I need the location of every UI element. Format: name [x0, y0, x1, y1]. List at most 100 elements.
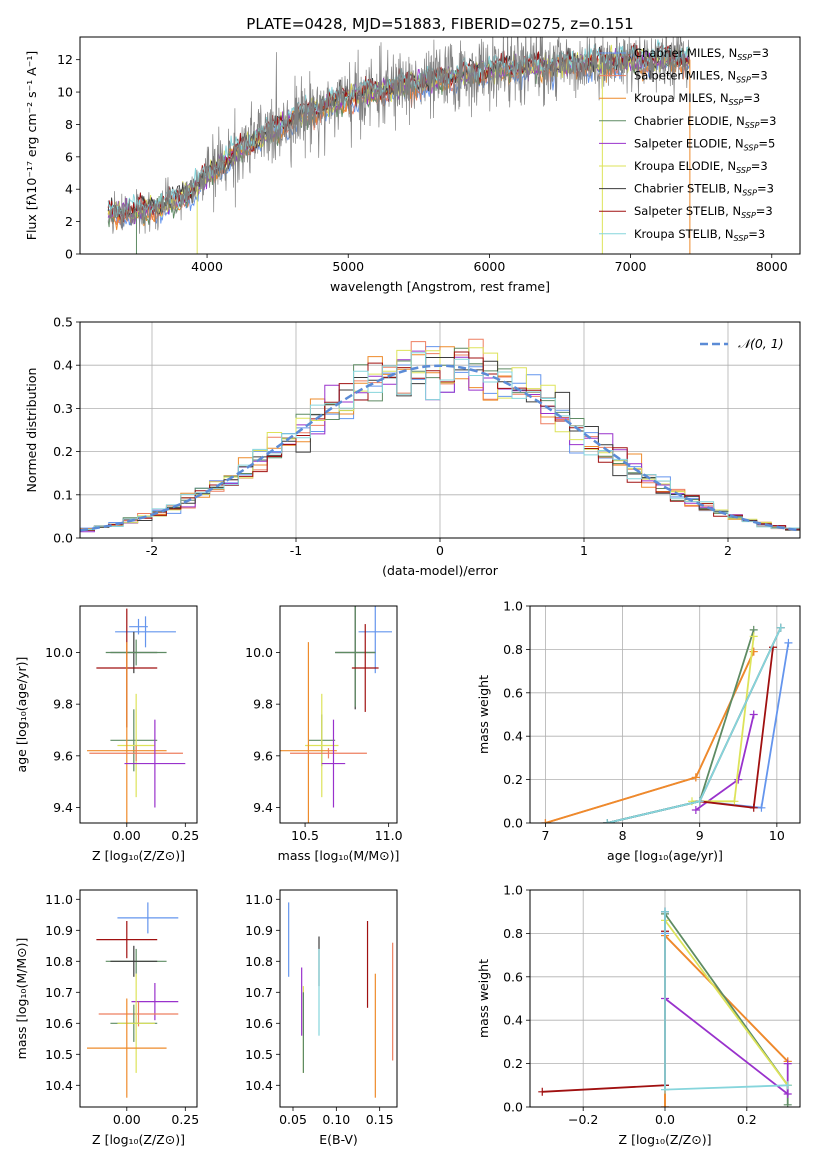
weight-marker [783, 1089, 792, 1098]
legend-label: 𝒩(0, 1) [738, 336, 784, 351]
y-tick-label: 11.0 [45, 892, 73, 907]
x-axis-label: mass [log₁₀(M/M⊙)] [278, 848, 400, 863]
residual-panel: -2 -1 0 1 2 0.0 0.1 0.2 0.3 0.4 0.5 (data-model)/er… [24, 315, 801, 578]
normal-curve [80, 364, 800, 532]
axes-frame [279, 889, 398, 1108]
y-tick-label: 10.7 [245, 985, 273, 1000]
y-tick-label: 0.2 [503, 1056, 523, 1071]
x-tick-label: -1 [290, 543, 302, 558]
y-axis-label: Flux [fλ10⁻¹⁷ erg cm⁻² s⁻¹ A⁻¹] [24, 51, 39, 240]
legend-subscript: SSP [745, 121, 760, 130]
residual-panel-plot [80, 338, 800, 533]
x-tick-label: 0.05 [279, 1112, 307, 1127]
observed-spectrum-line [107, 37, 691, 234]
weight-marker [541, 819, 550, 823]
x-tick-label: 10.5 [291, 828, 319, 843]
x-tick-label: 9 [696, 828, 704, 843]
weight-marker [784, 638, 793, 647]
legend-text: =3 [760, 114, 777, 128]
x-tick-label: 0.25 [171, 828, 199, 843]
y-tick-label: 10.0 [245, 645, 273, 660]
weight-series-line [542, 931, 666, 1093]
weight-marker [691, 805, 700, 814]
axes-frame [79, 36, 801, 255]
x-tick-label: 6000 [474, 259, 506, 274]
legend-label: Kroupa ELODIE, NSSP=3 [634, 159, 768, 175]
spectrum-panel: 4000 5000 6000 7000 8000 0 2 4 6 8 10 12 wavelength … [24, 36, 801, 294]
y-tick-label: 0.2 [503, 772, 523, 787]
y-axis-label: mass weight [476, 675, 491, 754]
legend-label: Chabrier STELIB, NSSP=3 [634, 182, 774, 198]
axes-frame [279, 605, 398, 824]
legend-text: =3 [751, 69, 768, 83]
weight-series-line [606, 629, 755, 823]
x-tick-label: 10 [769, 828, 785, 843]
weight-marker [730, 797, 739, 806]
y-tick-label: 4 [65, 182, 73, 197]
y-tick-label: 10.0 [45, 645, 73, 660]
x-tick-label: 7000 [615, 259, 647, 274]
weight-series-line [695, 714, 755, 811]
x-axis-label: Z [log₁₀(Z/Z⊙)] [92, 848, 185, 863]
legend-subscript: SSP [744, 143, 759, 152]
y-tick-label: 0.8 [503, 926, 523, 941]
legend-subscript: SSP [729, 98, 744, 107]
legend-label: Salpeter MILES, NSSP=3 [634, 69, 768, 85]
legend-label: Kroupa MILES, NSSP=3 [634, 91, 760, 107]
spectrum-panel-plot [107, 37, 691, 254]
y-tick-label: 0.0 [503, 1100, 523, 1115]
weight-marker [783, 1100, 792, 1107]
legend-label: Chabrier ELODIE, NSSP=3 [634, 114, 776, 130]
weight-marker [734, 775, 743, 784]
histogram-step [80, 352, 800, 531]
y-tick-label: 1.0 [503, 883, 523, 898]
weight-marker [783, 1081, 792, 1090]
metallicity-weight-panel: 0.0 0.2 0.4 0.6 0.8 1.0 Z [log₁₀(Z/Z⊙)] mass we… [476, 883, 801, 1147]
mass-ebv-panel: 0.05 0.10 0.15 10.4 10.5 10.6 10.7 10.8 10.9 11.0… [245, 889, 398, 1147]
x-tick-label: 8000 [756, 259, 788, 274]
weight-marker [695, 797, 704, 806]
weight-marker [661, 1103, 669, 1107]
age-mass-panel: 10.5 11.0 9.4 9.6 9.8 10.0 mass [log₁₀(M/M⊙)] [245, 605, 403, 863]
histogram-step [80, 357, 800, 531]
y-axis-label: age [log₁₀(age/yr)] [14, 657, 29, 773]
legend-label: Chabrier MILES, NSSP=3 [634, 46, 769, 62]
legend-label: Salpeter ELODIE, NSSP=5 [634, 136, 775, 152]
x-tick-label: 0.00 [113, 828, 141, 843]
age-metallicity-panel: 0.00 0.25 9.4 9.6 9.8 10.0 Z [log₁₀(Z/Z⊙)] age … [14, 605, 199, 863]
y-tick-label: 10.8 [45, 954, 73, 969]
x-axis-label: (data-model)/error [382, 563, 499, 578]
weight-marker [603, 819, 612, 823]
weight-series-line [664, 913, 789, 1105]
y-tick-label: 9.8 [253, 697, 273, 712]
weight-series-line [664, 919, 789, 1086]
legend-text: Chabrier MILES, N [634, 46, 737, 60]
age-mass-panel-plot [280, 606, 392, 823]
legend-text: =3 [743, 91, 760, 105]
x-tick-label: 8 [619, 828, 627, 843]
y-tick-label: 0.4 [53, 358, 73, 373]
y-tick-label: 10.7 [45, 985, 73, 1000]
age-weight-panel: 7 8 9 10 0.0 0.2 0.4 0.6 0.8 1.0 age [log₁₀(age/yr… [476, 599, 801, 863]
x-tick-label: 4000 [191, 259, 223, 274]
x-axis-label: wavelength [Angstrom, rest frame] [330, 279, 550, 294]
y-tick-label: 0.4 [503, 729, 523, 744]
y-tick-label: 10.9 [45, 923, 73, 938]
y-tick-label: 0.4 [503, 1013, 523, 1028]
y-tick-label: 0 [65, 247, 73, 262]
figure-title: PLATE=0428, MJD=51883, FIBERID=0275, z=0… [246, 15, 633, 33]
legend-text: =5 [758, 136, 775, 150]
axes-frame [79, 605, 198, 824]
legend-text: =3 [752, 46, 769, 60]
legend-text: Chabrier ELODIE, N [634, 114, 745, 128]
y-tick-label: 12 [57, 52, 73, 67]
y-tick-label: 10.8 [245, 954, 273, 969]
y-axis-label: mass weight [476, 959, 491, 1038]
legend-text: Kroupa STELIB, N [634, 227, 734, 241]
x-tick-label: 0.25 [171, 1112, 199, 1127]
legend-text: Kroupa ELODIE, N [634, 159, 736, 173]
x-tick-label: 11.0 [375, 828, 403, 843]
x-tick-label: 5000 [332, 259, 364, 274]
y-tick-label: 0.6 [503, 969, 523, 984]
